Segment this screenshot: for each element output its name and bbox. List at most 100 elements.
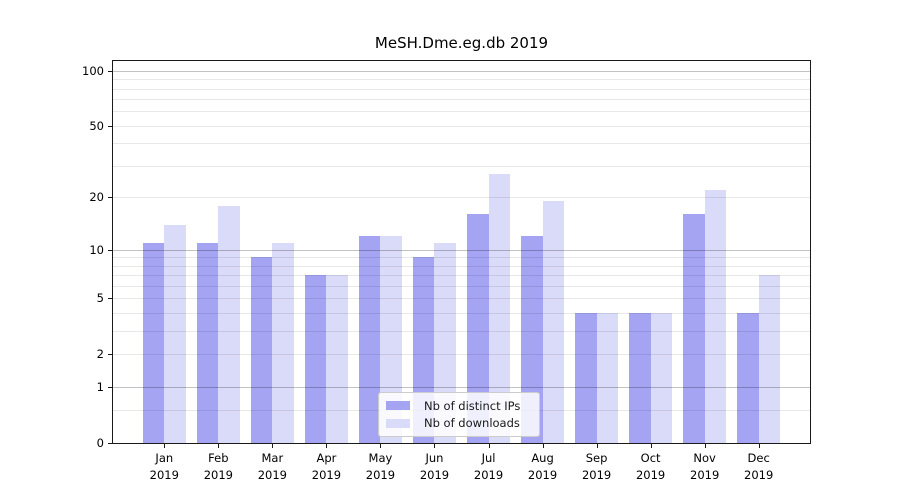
bar-distinct-ips-mar-2019 (250, 257, 273, 443)
y-tick-label: 0 (96, 436, 104, 450)
x-tick (272, 444, 274, 448)
x-tick-month: Aug (531, 451, 554, 465)
x-tick-label: Feb 2019 (186, 450, 250, 484)
gridline-minor (113, 79, 810, 81)
y-tick (108, 354, 113, 356)
chart-title: MeSH.Dme.eg.db 2019 (374, 34, 549, 52)
x-tick (380, 444, 382, 448)
x-tick-month: Jan (155, 451, 174, 465)
bar-downloads-oct-2019 (650, 313, 673, 443)
gridline-minor (113, 331, 810, 333)
x-tick-label: Dec 2019 (727, 450, 791, 484)
gridline-major (113, 70, 810, 72)
gridline-minor (113, 99, 810, 101)
x-tick-year: 2019 (690, 468, 720, 482)
y-tick (108, 387, 113, 389)
gridline-minor (113, 313, 810, 315)
bar-downloads-mar-2019 (272, 242, 294, 443)
x-tick-label: Nov 2019 (673, 450, 737, 484)
gridline-major (113, 387, 810, 389)
x-tick-year: 2019 (419, 468, 450, 482)
bar-distinct-ips-oct-2019 (629, 313, 651, 443)
x-tick-year: 2019 (311, 468, 342, 482)
gridline-minor (113, 257, 810, 259)
bar-downloads-jul-2019 (488, 174, 511, 443)
x-tick-year: 2019 (581, 468, 612, 482)
gridline-minor (113, 286, 810, 288)
y-tick (108, 249, 113, 251)
legend: Nb of distinct IPs Nb of downloads (378, 392, 540, 437)
x-tick (650, 444, 652, 448)
x-tick (326, 444, 328, 448)
x-tick (542, 444, 544, 448)
gridline-major (113, 249, 810, 251)
x-tick-month: Jul (481, 451, 496, 465)
y-tick-label: 10 (89, 242, 104, 257)
legend-label-downloads: Nb of downloads (424, 416, 520, 431)
y-tick-label: 50 (89, 118, 104, 133)
x-tick-year: 2019 (365, 468, 396, 482)
x-tick-label: Jun 2019 (402, 450, 466, 484)
y-tick (108, 443, 113, 444)
bar-downloads-feb-2019 (218, 205, 240, 443)
x-tick-year: 2019 (149, 468, 179, 482)
bar-downloads-sep-2019 (596, 313, 619, 443)
gridline-minor (113, 197, 810, 199)
x-tick-month: Feb (208, 451, 229, 465)
bar-distinct-ips-jan-2019 (142, 242, 165, 443)
x-tick (164, 444, 166, 448)
x-tick-month: Jun (425, 451, 444, 465)
x-tick (488, 444, 490, 448)
gridline-minor (113, 111, 810, 113)
gridline-minor (113, 166, 810, 168)
y-tick-label: 100 (82, 63, 104, 78)
bar-downloads-dec-2019 (758, 275, 781, 443)
x-tick-year: 2019 (527, 468, 558, 482)
x-tick (758, 444, 760, 448)
gridline-minor (113, 354, 810, 356)
bar-downloads-jan-2019 (164, 224, 186, 443)
x-tick-month: May (368, 451, 393, 465)
bar-distinct-ips-nov-2019 (683, 214, 705, 443)
x-tick-month: Dec (747, 451, 770, 465)
gridline-minor (113, 125, 810, 127)
x-tick-month: Apr (316, 451, 337, 465)
y-tick (108, 125, 113, 127)
x-tick-label: Aug 2019 (511, 450, 575, 484)
x-tick-year: 2019 (203, 468, 233, 482)
y-tick (108, 70, 113, 72)
bar-distinct-ips-sep-2019 (574, 313, 597, 443)
x-tick-year: 2019 (473, 468, 504, 482)
legend-item-downloads: Nb of downloads (386, 415, 531, 432)
x-tick-label: May 2019 (348, 450, 412, 484)
y-tick-label: 2 (96, 347, 104, 362)
y-tick-label: 5 (96, 291, 104, 306)
plot-area (113, 61, 810, 443)
x-tick (596, 444, 598, 448)
x-tick-month: Oct (640, 451, 661, 465)
bar-distinct-ips-may-2019 (358, 236, 381, 443)
y-tick-label: 20 (89, 190, 104, 205)
bar-distinct-ips-dec-2019 (737, 313, 759, 443)
y-tick (108, 298, 113, 300)
gridline-minor (113, 88, 810, 90)
legend-swatch-distinct-ips (386, 401, 410, 411)
y-tick-label: 1 (96, 380, 104, 395)
x-tick-label: Oct 2019 (619, 450, 683, 484)
gridline-minor (113, 265, 810, 267)
bar-distinct-ips-aug-2019 (520, 236, 543, 443)
legend-swatch-downloads (386, 418, 410, 428)
legend-item-distinct-ips: Nb of distinct IPs (386, 397, 531, 414)
x-tick-label: Apr 2019 (294, 450, 358, 484)
y-tick (108, 197, 113, 199)
gridline-minor (113, 143, 810, 145)
x-tick-month: Mar (261, 451, 284, 465)
x-tick (218, 444, 220, 448)
gridline-minor (113, 298, 810, 300)
x-tick-year: 2019 (635, 468, 666, 482)
x-tick-label: Mar 2019 (240, 450, 304, 484)
bar-distinct-ips-apr-2019 (304, 275, 327, 443)
x-tick-year: 2019 (257, 468, 287, 482)
legend-label-distinct-ips: Nb of distinct IPs (424, 398, 521, 413)
